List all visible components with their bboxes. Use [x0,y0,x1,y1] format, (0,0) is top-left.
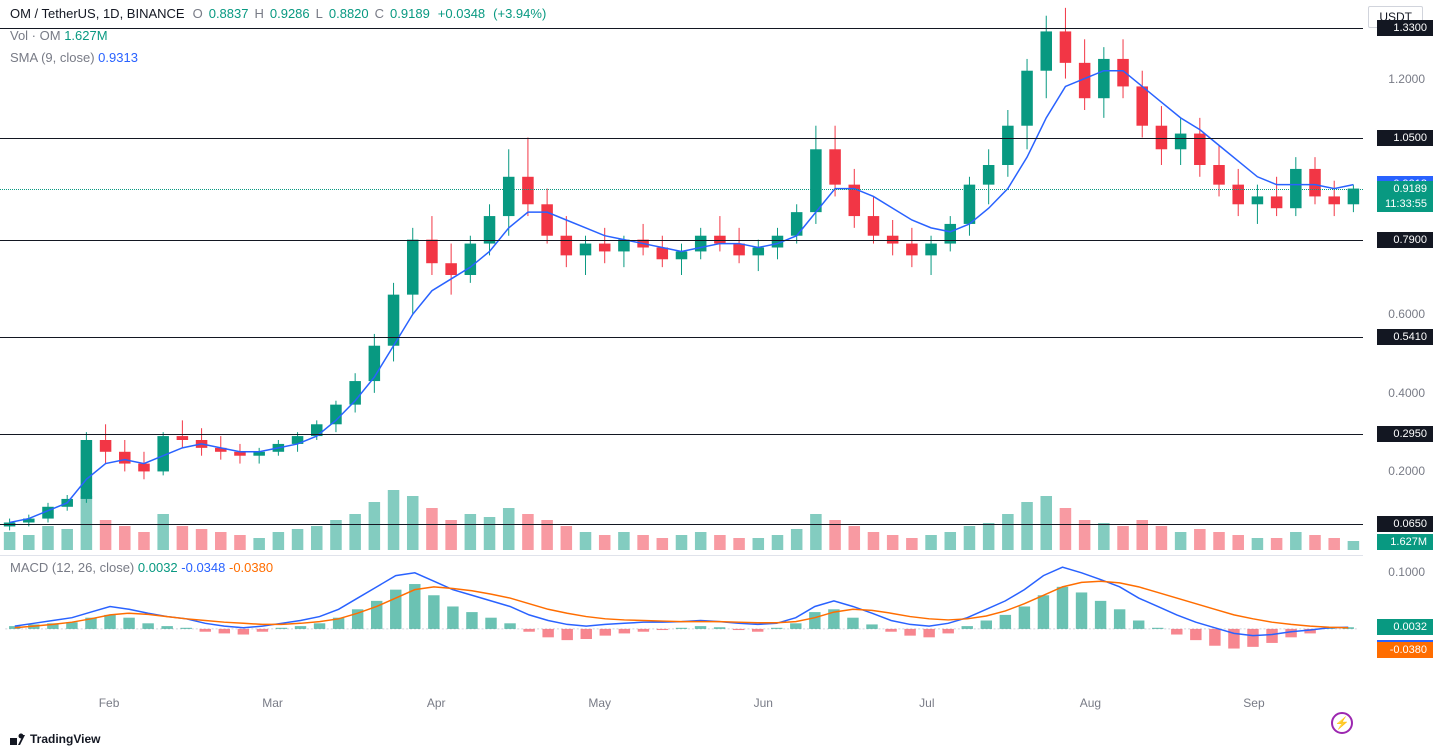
time-label: May [588,696,611,710]
macd-value-tag: 0.0032 [1377,619,1433,635]
macd-panel[interactable]: MACD (12, 26, close) 0.0032 -0.0348 -0.0… [0,555,1363,685]
price-axis[interactable]: 1.2000 0.6000 0.4000 0.2000 1.3300 1.0500 0.79… [1363,0,1433,550]
time-label: Mar [262,696,283,710]
chart-container: OM / TetherUS, 1D, BINANCE O0.8837 H0.92… [0,0,1433,756]
price-level-tag: 1.3300 [1377,20,1433,36]
price-level-tag: 1.0500 [1377,130,1433,146]
tradingview-logo[interactable]: TradingView [10,732,100,748]
live-price-tag: 11:33:55 [1377,196,1433,212]
main-price-chart[interactable] [0,0,1363,550]
price-grid-label: 0.2000 [1388,464,1425,478]
volume-tag: 1.627M [1377,534,1433,550]
macd-svg [0,556,1363,685]
time-label: Sep [1243,696,1264,710]
time-label: Aug [1080,696,1101,710]
price-level-tag: 0.7900 [1377,232,1433,248]
time-label: Apr [427,696,446,710]
price-grid-label: 0.4000 [1388,386,1425,400]
candlestick-svg [0,0,1363,550]
time-axis[interactable]: Feb Mar Apr May Jun Jul Aug Sep [0,696,1363,716]
price-grid-label: 0.6000 [1388,307,1425,321]
time-label: Jun [754,696,773,710]
price-grid-label: 1.2000 [1388,72,1425,86]
live-price-tag: 0.9189 [1377,181,1433,197]
macd-axis[interactable]: 0.10000.0032-0.0348-0.0380 [1363,555,1433,685]
time-label: Feb [99,696,120,710]
macd-value-tag: -0.0380 [1377,642,1433,658]
price-level-tag: 0.2950 [1377,426,1433,442]
price-level-tag: 0.5410 [1377,329,1433,345]
time-label: Jul [919,696,934,710]
price-level-tag: 0.0650 [1377,516,1433,532]
